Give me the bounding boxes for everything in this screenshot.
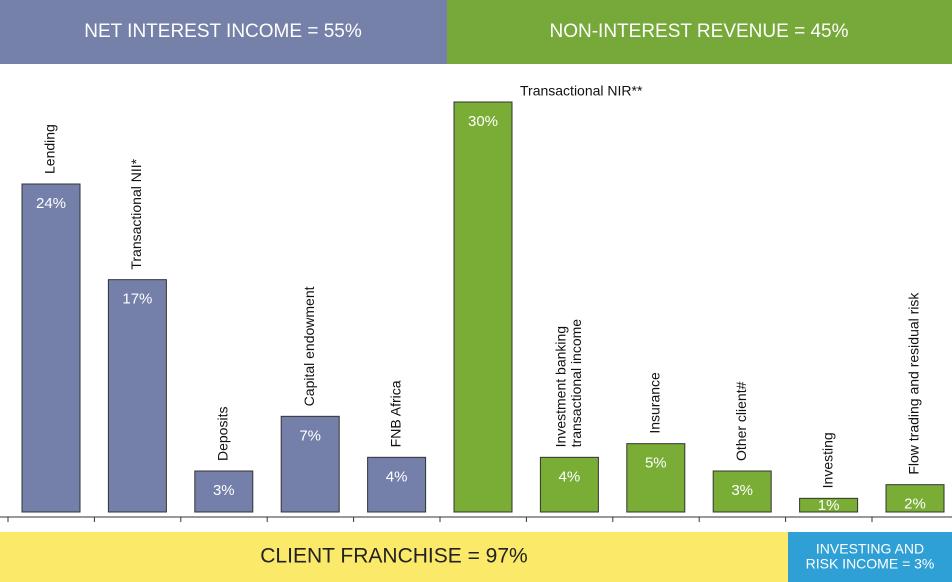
footer-right: INVESTING AND RISK INCOME = 3%: [806, 540, 935, 571]
bar: [107, 279, 167, 513]
category-label: FNB Africa: [387, 380, 403, 447]
category-label: Insurance: [647, 372, 663, 434]
bar: [21, 183, 81, 513]
bar: [453, 101, 513, 513]
value-label: 1%: [818, 497, 840, 514]
bar: [712, 470, 772, 513]
footer-left-bg: [0, 532, 788, 582]
category-label: Deposits: [215, 407, 231, 461]
value-label: 4%: [386, 468, 408, 485]
bar: [194, 470, 254, 513]
value-label: 3%: [213, 482, 235, 499]
header-left: NET INTEREST INCOME = 55%: [84, 21, 362, 42]
header-left-bg: [0, 0, 447, 64]
category-label: Investment bankingtransactional income: [552, 319, 583, 448]
category-label: Lending: [42, 124, 58, 174]
value-label: 7%: [299, 427, 321, 444]
category-label: Capital endowment: [301, 286, 317, 406]
value-label: 3%: [731, 482, 753, 499]
category-label: Transactional NIR**: [520, 83, 643, 99]
bar: [280, 415, 340, 513]
value-label: 17%: [122, 291, 152, 308]
value-label: 4%: [559, 468, 581, 485]
category-label: Flow trading and residual risk: [906, 292, 922, 475]
header-right: NON-INTEREST REVENUE = 45%: [550, 21, 849, 42]
value-label: 24%: [36, 195, 66, 212]
value-label: 5%: [645, 455, 667, 472]
header-right-bg: [447, 0, 952, 64]
bar: [626, 443, 686, 513]
footer-left: CLIENT FRANCHISE = 97%: [260, 545, 527, 568]
value-label: 30%: [468, 113, 498, 130]
bar: [799, 497, 859, 513]
category-label: Transactional NII*: [128, 158, 144, 269]
bar: [885, 484, 945, 513]
category-label: Other client#: [733, 381, 749, 461]
category-label: Investing: [819, 432, 835, 488]
footer-right-bg: [788, 532, 952, 582]
bar: [367, 456, 427, 513]
bar: [539, 456, 599, 513]
value-label: 2%: [904, 496, 926, 513]
